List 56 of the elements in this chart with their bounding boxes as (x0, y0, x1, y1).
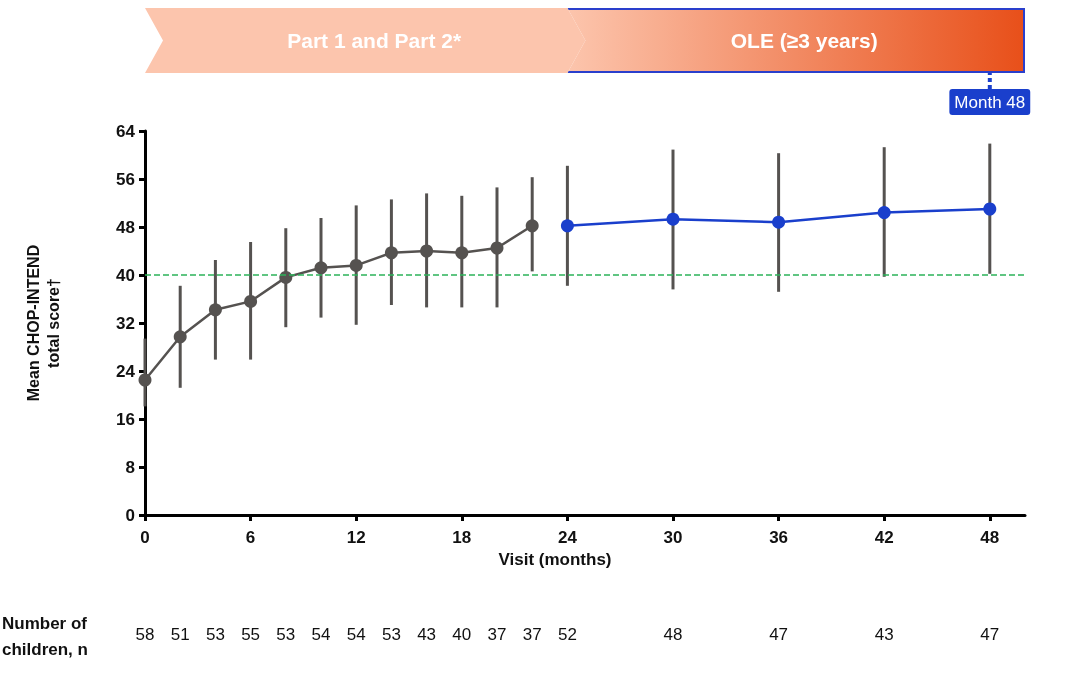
text: 53 (381, 624, 401, 644)
text: 55 (241, 624, 261, 644)
y-tick-label: 0 (125, 505, 135, 525)
text: 52 (557, 624, 577, 644)
text: 51 (170, 624, 190, 644)
point (384, 246, 398, 260)
point (455, 246, 469, 260)
y-tick-label: 8 (125, 457, 135, 477)
x-tick-label: 36 (769, 528, 789, 547)
point (772, 215, 786, 229)
y-tick-label: 40 (116, 265, 135, 285)
point (138, 373, 152, 387)
text: 48 (663, 624, 683, 644)
x-axis-title: Visit (months) (498, 549, 612, 569)
point (420, 244, 434, 258)
point (244, 294, 258, 308)
text: Number of children, n (2, 613, 92, 659)
text: 47 (769, 624, 789, 644)
x-tick-label: 18 (452, 528, 472, 547)
text: 43 (874, 624, 894, 644)
y-tick-label: 24 (116, 361, 136, 381)
y-tick-label: 32 (116, 313, 135, 333)
text: 54 (346, 624, 366, 644)
x-tick-label: 30 (663, 528, 683, 547)
point (983, 202, 997, 216)
text: 47 (980, 624, 1000, 644)
x-tick-label: 6 (245, 528, 256, 547)
y-axis-title: Mean CHOP-INTEND total score† (24, 244, 62, 402)
x-tick-label: 12 (346, 528, 366, 547)
point (173, 330, 187, 344)
text: 58 (135, 624, 155, 644)
y-tick-label: 48 (116, 217, 135, 237)
ref-line-label: Month 48 (954, 92, 1026, 112)
text: 37 (487, 624, 507, 644)
text: 54 (311, 624, 331, 644)
y-tick-label: 56 (116, 169, 135, 189)
text: 40 (452, 624, 472, 644)
point (525, 219, 539, 233)
y-tick-label: 64 (116, 121, 136, 141)
x-tick-label: 42 (874, 528, 894, 547)
point (560, 219, 574, 233)
point (314, 261, 328, 275)
point (877, 206, 891, 220)
point (349, 258, 363, 272)
x-tick-label: 24 (557, 528, 578, 547)
x-tick-label: 48 (980, 528, 1000, 547)
text: 37 (522, 624, 542, 644)
point (208, 303, 222, 317)
phase-banner: Part 1 and Part 2* (145, 8, 586, 73)
x-tick-label: 0 (140, 528, 150, 547)
text: 53 (205, 624, 225, 644)
text: 43 (417, 624, 437, 644)
y-tick-label: 16 (116, 409, 135, 429)
point (490, 241, 504, 255)
text: 53 (276, 624, 296, 644)
point (666, 212, 680, 226)
